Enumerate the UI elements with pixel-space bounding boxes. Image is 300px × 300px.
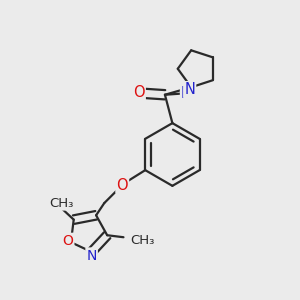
Text: N: N bbox=[181, 86, 192, 101]
Text: O: O bbox=[133, 85, 145, 100]
Text: CH₃: CH₃ bbox=[130, 234, 154, 247]
Text: N: N bbox=[86, 248, 97, 262]
Text: CH₃: CH₃ bbox=[50, 196, 74, 210]
Text: O: O bbox=[62, 234, 74, 248]
Text: O: O bbox=[116, 178, 128, 193]
Text: N: N bbox=[184, 82, 195, 97]
